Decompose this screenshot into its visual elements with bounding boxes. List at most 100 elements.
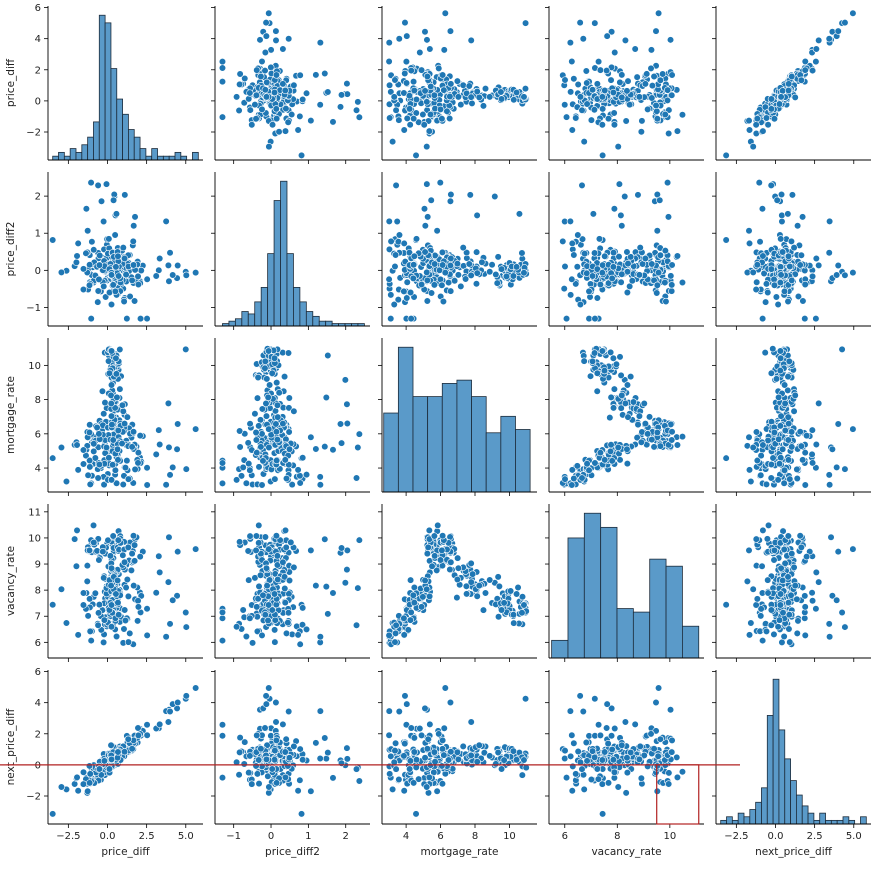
hist-bar-price_diff-20 xyxy=(168,155,176,161)
point-mortgage_rate-price_diff-257 xyxy=(107,347,116,355)
point-price_diff-vacancy_rate-172 xyxy=(583,79,591,87)
point-mortgage_rate-vacancy_rate-227 xyxy=(618,391,626,399)
point-mortgage_rate-vacancy_rate-216 xyxy=(637,438,645,446)
point-price_diff-next_price_diff-241 xyxy=(753,115,761,123)
point-mortgage_rate-price_diff2-230 xyxy=(258,430,266,438)
point-vacancy_rate-price_diff2-198 xyxy=(245,576,253,584)
point-price_diff2-price_diff-145 xyxy=(121,191,129,199)
point-mortgage_rate-vacancy_rate-236 xyxy=(583,460,591,468)
point-vacancy_rate-price_diff2-0 xyxy=(248,639,257,647)
point-price_diff2-mortgage_rate-245 xyxy=(509,272,518,280)
point-mortgage_rate-vacancy_rate-240 xyxy=(570,474,578,483)
point-price_diff2-mortgage_rate-43 xyxy=(447,190,455,199)
point-vacancy_rate-price_diff2-203 xyxy=(233,623,241,631)
point-price_diff2-next_price_diff-147 xyxy=(825,249,833,257)
point-price_diff-mortgage_rate-163 xyxy=(426,110,435,119)
panel-price_diff2-vs-mortgage_rate xyxy=(378,172,537,330)
point-price_diff2-vacancy_rate-69 xyxy=(664,213,673,221)
point-price_diff2-vacancy_rate-235 xyxy=(661,278,669,287)
point-price_diff-mortgage_rate-206 xyxy=(407,66,415,75)
point-price_diff2-price_diff-214 xyxy=(79,265,88,273)
point-mortgage_rate-price_diff2-229 xyxy=(280,372,289,381)
point-next_price_diff-price_diff-222 xyxy=(73,773,81,781)
point-mortgage_rate-vacancy_rate-231 xyxy=(607,393,615,402)
point-price_diff-price_diff2-59 xyxy=(246,106,254,114)
point-mortgage_rate-price_diff2-218 xyxy=(273,436,282,444)
point-vacancy_rate-mortgage_rate-149 xyxy=(495,582,503,590)
point-mortgage_rate-price_diff-211 xyxy=(192,425,200,433)
point-mortgage_rate-price_diff2-195 xyxy=(266,381,274,389)
point-next_price_diff-price_diff2-80 xyxy=(235,771,243,779)
point-price_diff2-mortgage_rate-208 xyxy=(453,260,462,268)
point-vacancy_rate-price_diff2-110 xyxy=(271,626,279,634)
point-price_diff2-price_diff-138 xyxy=(102,180,111,188)
point-vacancy_rate-price_diff-208 xyxy=(123,575,131,584)
point-price_diff2-vacancy_rate-158 xyxy=(667,272,675,280)
point-price_diff-vacancy_rate-230 xyxy=(644,105,652,114)
point-mortgage_rate-vacancy_rate-229 xyxy=(627,372,635,381)
point-price_diff-vacancy_rate-203 xyxy=(576,93,585,101)
point-price_diff-vacancy_rate-106 xyxy=(663,96,672,105)
hist-bar-mortgage_rate-7 xyxy=(485,432,502,493)
point-price_diff2-next_price_diff-210 xyxy=(784,297,792,306)
point-mortgage_rate-price_diff-251 xyxy=(134,449,143,457)
point-price_diff-price_diff2-107 xyxy=(302,89,311,97)
point-next_price_diff-price_diff-192 xyxy=(86,770,94,778)
point-vacancy_rate-price_diff-257 xyxy=(107,601,116,609)
point-price_diff-mortgage_rate-192 xyxy=(386,114,394,122)
point-vacancy_rate-mortgage_rate-220 xyxy=(518,609,526,617)
point-price_diff2-next_price_diff-146 xyxy=(799,297,807,305)
point-price_diff2-next_price_diff-75 xyxy=(841,271,849,279)
point-vacancy_rate-next_price_diff-220 xyxy=(779,609,787,617)
point-price_diff-vacancy_rate-227 xyxy=(618,93,626,101)
point-vacancy_rate-next_price_diff-240 xyxy=(793,629,801,637)
point-price_diff-price_diff2-203 xyxy=(233,93,241,101)
hist-bar-price_diff2-15 xyxy=(318,320,327,327)
point-mortgage_rate-price_diff2-243 xyxy=(271,475,279,483)
point-vacancy_rate-price_diff-240 xyxy=(126,629,134,637)
point-price_diff2-mortgage_rate-232 xyxy=(465,260,473,268)
point-price_diff-price_diff2-138 xyxy=(354,98,362,106)
point-mortgage_rate-price_diff-221 xyxy=(119,407,127,415)
point-vacancy_rate-price_diff-199 xyxy=(99,548,107,556)
point-vacancy_rate-mortgage_rate-243 xyxy=(391,638,399,646)
point-price_diff-next_price_diff-248 xyxy=(785,80,793,88)
point-vacancy_rate-price_diff-172 xyxy=(121,616,130,625)
point-price_diff-price_diff2-252 xyxy=(252,91,261,99)
point-price_diff2-next_price_diff-222 xyxy=(759,252,767,260)
point-mortgage_rate-price_diff-244 xyxy=(129,428,138,436)
point-price_diff-vacancy_rate-151 xyxy=(574,80,582,89)
point-mortgage_rate-price_diff-232 xyxy=(118,401,127,409)
point-price_diff-price_diff2-101 xyxy=(267,63,275,71)
panel-mortgage_rate-vs-next_price_diff xyxy=(712,338,871,496)
point-vacancy_rate-mortgage_rate-112 xyxy=(518,593,527,601)
point-mortgage_rate-price_diff2-34 xyxy=(322,393,330,402)
point-price_diff2-vacancy_rate-257 xyxy=(598,269,606,277)
point-next_price_diff-price_diff2-85 xyxy=(262,700,270,708)
point-price_diff2-mortgage_rate-219 xyxy=(412,235,421,243)
point-price_diff-price_diff2-85 xyxy=(262,32,270,40)
point-vacancy_rate-mortgage_rate-256 xyxy=(438,546,446,554)
point-price_diff2-mortgage_rate-74 xyxy=(403,278,411,286)
hist-bar-mortgage_rate-1 xyxy=(397,346,414,493)
point-vacancy_rate-price_diff-85 xyxy=(169,596,177,604)
point-price_diff2-mortgage_rate-175 xyxy=(387,237,395,245)
point-price_diff-vacancy_rate-187 xyxy=(665,129,673,138)
point-price_diff-mortgage_rate-188 xyxy=(420,121,428,129)
point-price_diff2-next_price_diff-109 xyxy=(756,238,764,246)
point-price_diff2-mortgage_rate-89 xyxy=(473,248,481,256)
point-mortgage_rate-next_price_diff-229 xyxy=(784,372,792,381)
point-mortgage_rate-price_diff2-210 xyxy=(236,427,244,435)
point-mortgage_rate-price_diff2-100 xyxy=(239,463,247,471)
point-vacancy_rate-next_price_diff-173 xyxy=(793,595,801,603)
point-vacancy_rate-price_diff-212 xyxy=(174,548,182,556)
point-mortgage_rate-price_diff2-249 xyxy=(270,354,279,362)
point-price_diff-vacancy_rate-252 xyxy=(668,91,676,99)
point-price_diff2-vacancy_rate-242 xyxy=(608,274,616,282)
hist-bar-price_diff2-14 xyxy=(312,315,320,327)
point-vacancy_rate-price_diff2-201 xyxy=(246,614,254,622)
point-mortgage_rate-vacancy_rate-250 xyxy=(623,445,631,453)
point-price_diff2-price_diff-216 xyxy=(72,258,81,266)
point-price_diff2-price_diff-198 xyxy=(105,288,114,297)
point-price_diff2-mortgage_rate-235 xyxy=(445,278,453,287)
